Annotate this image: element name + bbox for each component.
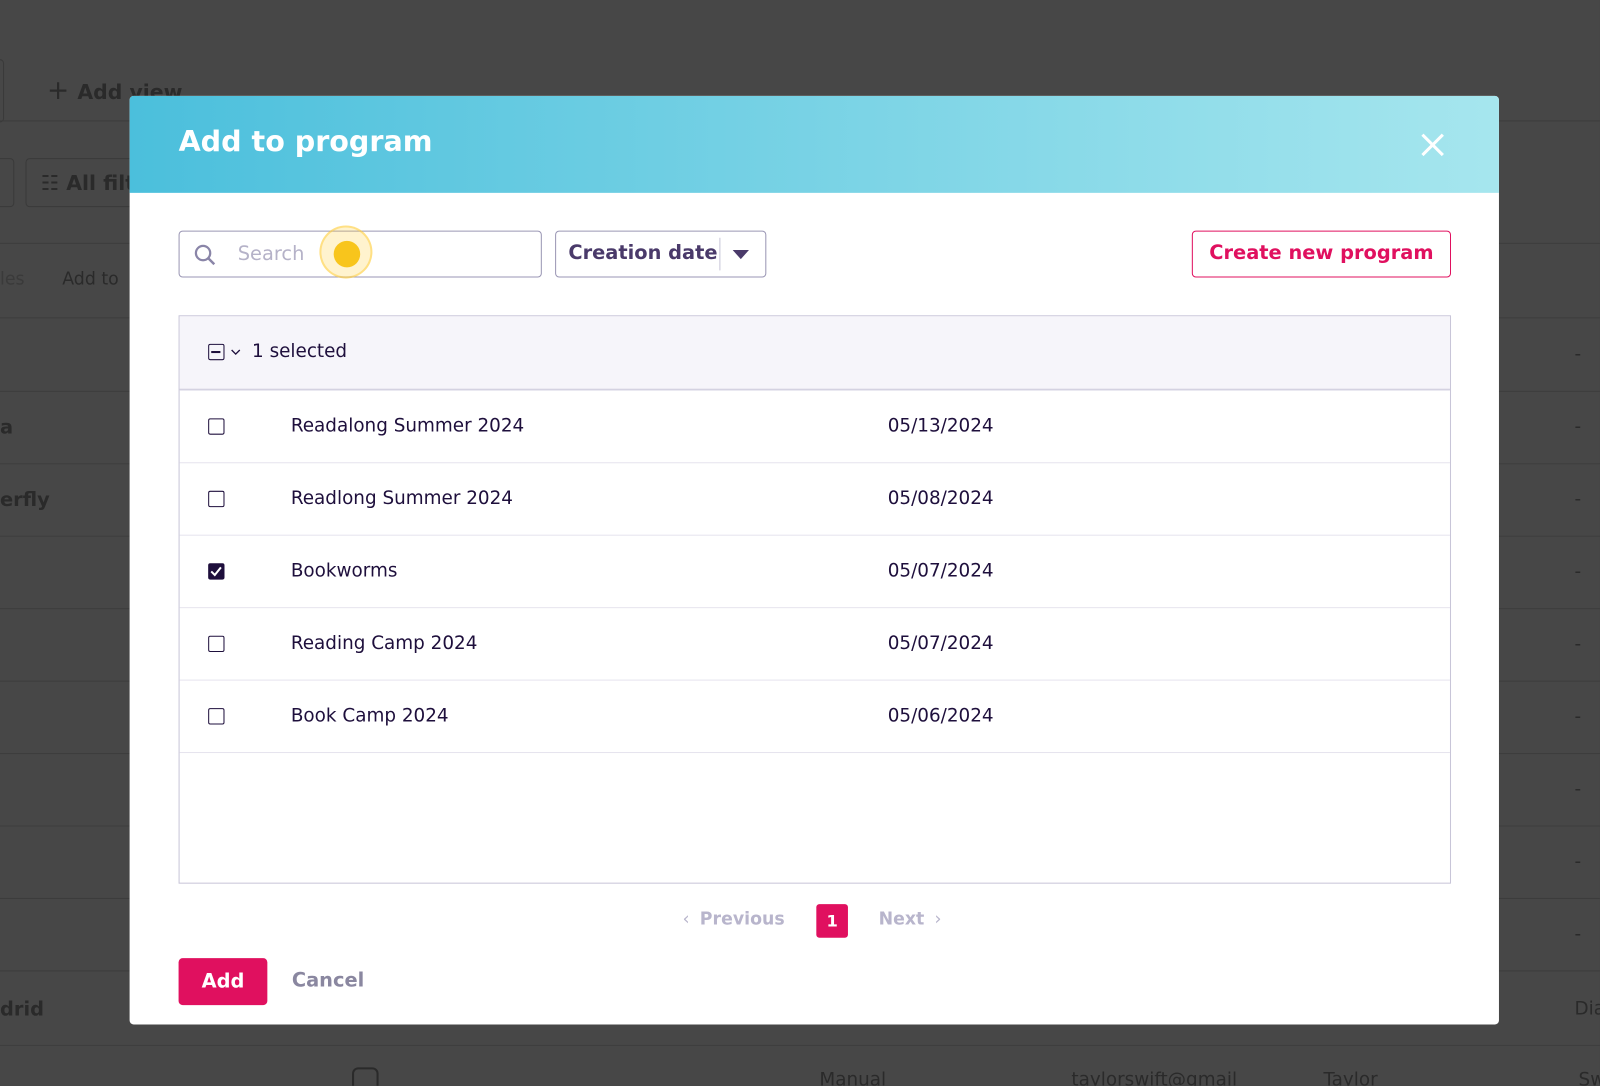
cell: Manual xyxy=(819,1069,887,1086)
cell: - xyxy=(1574,416,1582,438)
checkbox[interactable] xyxy=(208,490,225,508)
program-name: Bookworms xyxy=(290,560,398,582)
table-row[interactable]: Book Camp 2024 05/06/2024 xyxy=(179,679,1450,752)
search-icon xyxy=(194,244,216,266)
next-button[interactable]: Next › xyxy=(878,909,942,930)
checkbox[interactable] xyxy=(208,708,225,725)
checkbox[interactable] xyxy=(208,563,225,580)
modal-title: Add to program xyxy=(178,124,433,159)
row-divider xyxy=(179,752,1450,754)
cell: drid xyxy=(0,997,44,1021)
chevron[interactable] xyxy=(231,349,241,356)
cell: - xyxy=(1574,633,1582,656)
search-input[interactable]: Search xyxy=(178,225,542,279)
cursor xyxy=(333,240,361,268)
selected-count: 1 selected xyxy=(252,340,348,363)
cell: taylorswift@gmail xyxy=(1071,1069,1238,1086)
caret xyxy=(732,249,749,260)
sort-label: Creation date xyxy=(568,241,718,265)
program-name: Reading Camp 2024 xyxy=(290,632,478,655)
cell: - xyxy=(1574,706,1582,728)
table-row[interactable]: Bookworms 05/07/2024 xyxy=(179,534,1450,607)
sort-dropdown[interactable]: Creation date xyxy=(555,230,767,278)
cell: - xyxy=(1574,923,1582,945)
filters[interactable]: ☷ All filt xyxy=(40,170,136,195)
creation-date: 05/07/2024 xyxy=(887,632,994,655)
search-placeholder: Search xyxy=(237,242,305,266)
previous-button[interactable]: ‹ Previous xyxy=(682,909,785,930)
add-to[interactable]: Add to xyxy=(62,269,119,290)
checkbox[interactable] xyxy=(208,418,225,435)
modal: Add to program Search Creation date Crea… xyxy=(129,95,1499,1025)
creation-date: 05/13/2024 xyxy=(887,415,994,437)
check xyxy=(210,566,222,577)
table-header: 1 selected xyxy=(179,316,1450,390)
cell: a xyxy=(0,416,14,439)
table-row[interactable]: Readlong Summer 2024 05/08/2024 xyxy=(179,462,1450,534)
button[interactable] xyxy=(0,158,15,208)
program-name: Readlong Summer 2024 xyxy=(290,487,513,510)
cell: Dia xyxy=(1574,997,1600,1020)
cell: - xyxy=(1574,778,1582,800)
cell: - xyxy=(1574,561,1582,583)
select-all-checkbox[interactable] xyxy=(208,343,225,361)
creation-date: 05/07/2024 xyxy=(887,560,994,582)
creation-date: 05/06/2024 xyxy=(887,705,994,727)
bulk-text: les xyxy=(0,269,25,290)
table-row[interactable]: Readalong Summer 2024 05/13/2024 xyxy=(179,389,1450,462)
separator xyxy=(719,237,721,271)
cell: Taylor xyxy=(1323,1069,1378,1086)
program-name: Readalong Summer 2024 xyxy=(290,415,525,437)
row-divider xyxy=(0,1044,1600,1046)
creation-date: 05/08/2024 xyxy=(887,487,994,510)
cell: Sw xyxy=(1578,1069,1600,1086)
cancel-button[interactable]: Cancel xyxy=(291,969,365,992)
close-button[interactable] xyxy=(1420,133,1444,157)
tab xyxy=(0,59,5,123)
checkbox[interactable] xyxy=(208,635,225,653)
cell: - xyxy=(1574,343,1582,366)
page-button[interactable]: 1 xyxy=(816,904,848,938)
create-button[interactable]: Create new program xyxy=(1191,230,1452,278)
add-button[interactable]: Add xyxy=(178,958,268,1006)
table-row[interactable]: Reading Camp 2024 05/07/2024 xyxy=(179,607,1450,679)
cell: - xyxy=(1574,488,1582,511)
modal-header: Add to program xyxy=(129,95,1499,193)
program-name: Book Camp 2024 xyxy=(290,705,449,727)
instagram-icon xyxy=(352,1067,379,1086)
program-table: 1 selected Readalong Summer 2024 05/13/20… xyxy=(178,315,1452,884)
cell: erfly xyxy=(0,488,50,512)
cell: - xyxy=(1574,851,1582,873)
